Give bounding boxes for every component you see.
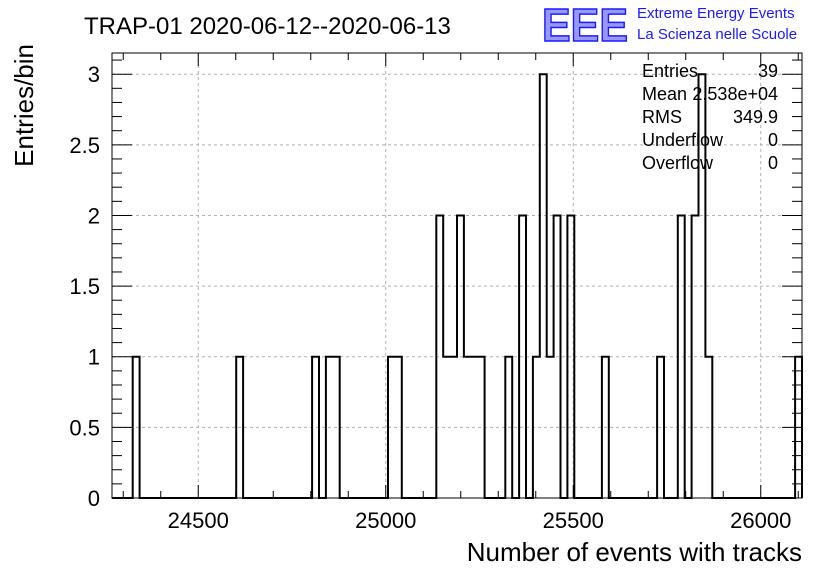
logo-line-1: Extreme Energy Events: [637, 5, 795, 22]
y-tick-label: 2: [88, 203, 100, 228]
stats-value: 349.9: [733, 107, 778, 127]
plot-frame: [111, 52, 803, 499]
stats-value: 0: [768, 153, 778, 173]
stats-box: Entries 39 Mean 2.538e+04 RMS 349.9 Underflow 0…: [642, 61, 778, 173]
stats-label: Mean: [642, 84, 687, 104]
stats-label: Overflow: [642, 153, 714, 173]
x-axis-label: Number of events with tracks: [467, 537, 802, 567]
y-tick-label: 3: [88, 62, 100, 87]
stats-value: 2.538e+04: [692, 84, 778, 104]
y-tick-labels: 0 0.5 1 1.5 2 2.5 3: [69, 62, 100, 511]
y-tick-label: 0.5: [69, 415, 100, 440]
eee-logo: EEE Extreme Energy Events La Scienza nel…: [541, 0, 797, 52]
stats-value: 0: [768, 130, 778, 150]
stats-label: Entries: [642, 61, 698, 81]
x-tick-label: 25000: [355, 508, 416, 533]
y-tick-label: 2.5: [69, 133, 100, 158]
x-tick-label: 26000: [730, 508, 791, 533]
y-tick-label: 1: [88, 345, 100, 370]
stats-value: 39: [758, 61, 778, 81]
logo-line-2: La Scienza nelle Scuole: [637, 26, 797, 43]
y-tick-label: 0: [88, 486, 100, 511]
x-tick-label: 25500: [543, 508, 604, 533]
stats-label: Underflow: [642, 130, 724, 150]
chart-title: TRAP-01 2020-06-12--2020-06-13: [84, 13, 451, 40]
y-tick-label: 1.5: [69, 274, 100, 299]
x-tick-label: 24500: [168, 508, 229, 533]
x-tick-labels: 24500 25000 25500 26000: [168, 508, 792, 533]
stats-label: RMS: [642, 107, 682, 127]
axis-ticks: [112, 53, 802, 499]
y-axis-label: Entries/bin: [9, 44, 39, 167]
logo-mark: EEE: [542, 0, 628, 51]
